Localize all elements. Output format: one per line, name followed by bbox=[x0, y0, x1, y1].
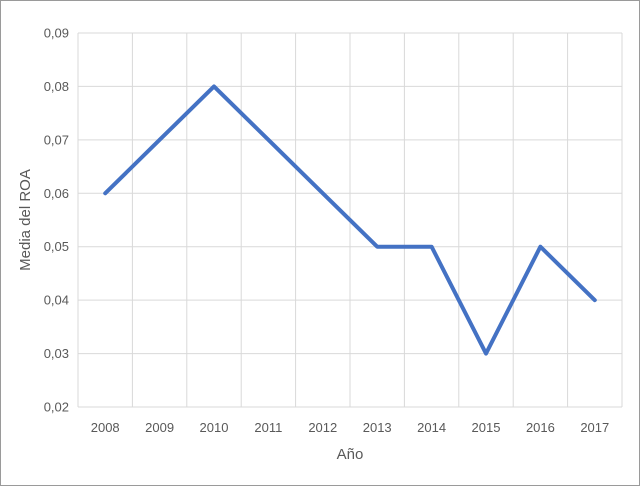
x-axis-tick-labels: 2008 2009 2010 2011 2012 2013 2014 2015 2016 2017 bbox=[91, 420, 610, 435]
gridlines bbox=[77, 32, 623, 408]
y-tick-label: 0,05 bbox=[44, 239, 69, 254]
series-line bbox=[103, 84, 597, 356]
x-tick-label: 2009 bbox=[145, 420, 174, 435]
y-axis-tick-labels: 0,02 0,03 0,04 0,05 0,06 0,07 0,08 0,09 bbox=[44, 26, 69, 415]
x-tick-label: 2016 bbox=[526, 420, 555, 435]
y-axis-title: Media del ROA bbox=[17, 169, 34, 271]
x-tick-label: 2014 bbox=[417, 420, 446, 435]
x-tick-label: 2017 bbox=[580, 420, 609, 435]
y-tick-label: 0,07 bbox=[44, 132, 69, 147]
x-tick-label: 2012 bbox=[308, 420, 337, 435]
y-tick-label: 0,09 bbox=[44, 26, 69, 41]
y-tick-label: 0,04 bbox=[44, 293, 69, 308]
y-tick-label: 0,02 bbox=[44, 400, 69, 415]
x-axis-title: Año bbox=[337, 446, 364, 463]
x-tick-label: 2013 bbox=[363, 420, 392, 435]
y-tick-label: 0,03 bbox=[44, 346, 69, 361]
y-tick-label: 0,06 bbox=[44, 186, 69, 201]
series-layer bbox=[103, 84, 597, 356]
x-tick-label: 2010 bbox=[200, 420, 229, 435]
x-tick-label: 2011 bbox=[254, 420, 282, 435]
x-tick-label: 2008 bbox=[91, 420, 120, 435]
x-tick-label: 2015 bbox=[472, 420, 501, 435]
y-tick-label: 0,08 bbox=[44, 79, 69, 94]
